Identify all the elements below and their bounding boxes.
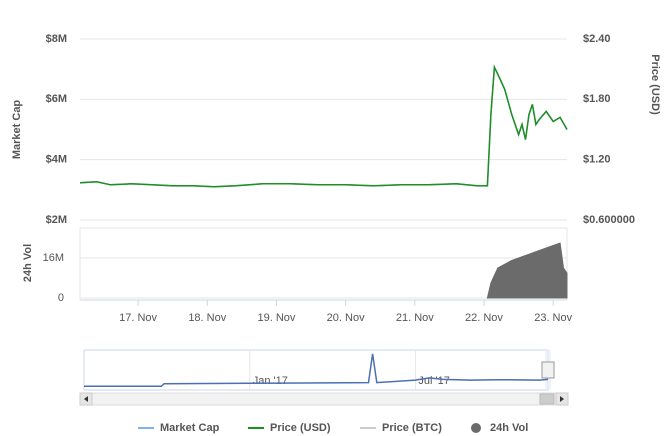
- x-tick-label: 20. Nov: [327, 312, 365, 324]
- legend-label[interactable]: Price (BTC): [382, 422, 442, 434]
- y2-tick-label: $1.20: [583, 154, 611, 166]
- x-tick-label: 23. Nov: [534, 312, 572, 324]
- x-tick-label: 22. Nov: [465, 312, 503, 324]
- x-tick-label: 21. Nov: [396, 312, 434, 324]
- x-tick-label: Jan '17: [253, 375, 288, 387]
- y-axis-title: Market Cap: [11, 100, 23, 160]
- y-tick-label: $4M: [46, 154, 67, 166]
- legend-symbol[interactable]: [471, 423, 481, 433]
- y-tick-label: $6M: [46, 93, 67, 105]
- y2-tick-label: $1.80: [583, 93, 611, 105]
- y-tick-label: $8M: [46, 33, 67, 45]
- y-tick-label: 16M: [43, 252, 64, 264]
- y2-tick-label: $0.600000: [583, 214, 635, 226]
- legend-label[interactable]: Price (USD): [270, 422, 331, 434]
- legend-label[interactable]: Market Cap: [160, 422, 220, 434]
- x-tick-label: 18. Nov: [188, 312, 226, 324]
- navigator-frame: [83, 349, 549, 391]
- y-axis-title: 24h Vol: [22, 244, 34, 282]
- y-tick-label: 0: [58, 292, 64, 304]
- series-line: [79, 64, 568, 188]
- navigator-handle[interactable]: [541, 361, 555, 379]
- scroll-right-arrow: [560, 396, 564, 402]
- y-tick-label: $2M: [46, 214, 67, 226]
- x-tick-label: 19. Nov: [257, 312, 295, 324]
- series-line: [84, 353, 549, 387]
- y2-tick-label: $2.40: [583, 33, 611, 45]
- scrollbar-track[interactable]: [79, 392, 569, 406]
- scrollbar-thumb[interactable]: [539, 393, 555, 405]
- x-tick-label: Jul '17: [418, 375, 449, 387]
- scroll-left-arrow: [84, 396, 88, 402]
- legend-label[interactable]: 24h Vol: [490, 422, 528, 434]
- x-tick-label: 17. Nov: [119, 312, 157, 324]
- y2-axis-title: Price (USD): [649, 54, 661, 115]
- series-area: [486, 242, 568, 299]
- series-line: [79, 64, 568, 188]
